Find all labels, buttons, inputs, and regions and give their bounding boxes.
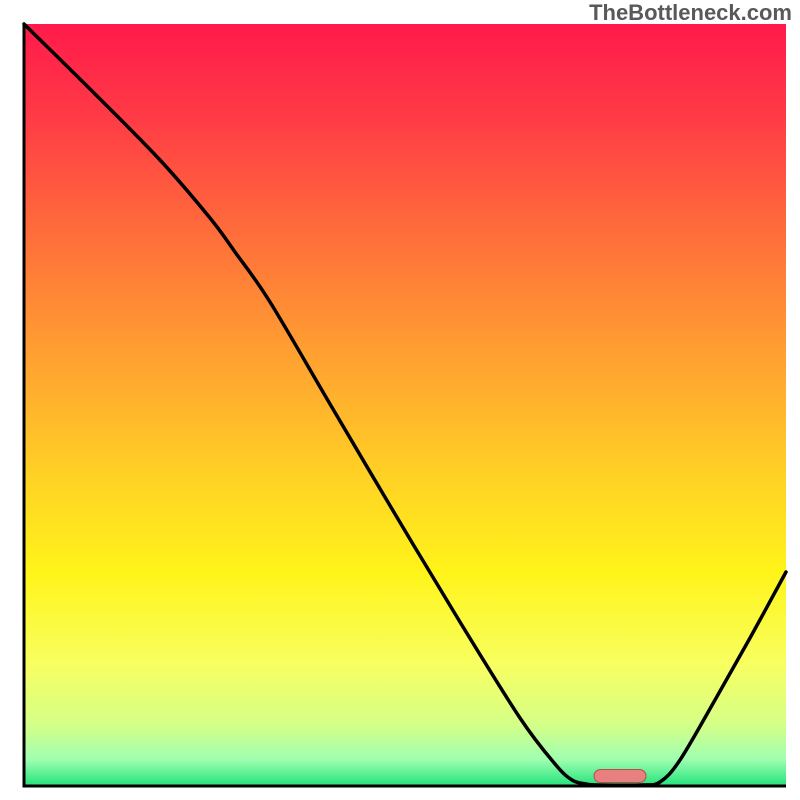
- bottleneck-chart: [0, 0, 800, 800]
- chart-container: TheBottleneck.com: [0, 0, 800, 800]
- bottleneck-marker: [594, 770, 646, 783]
- watermark-text: TheBottleneck.com: [589, 0, 792, 26]
